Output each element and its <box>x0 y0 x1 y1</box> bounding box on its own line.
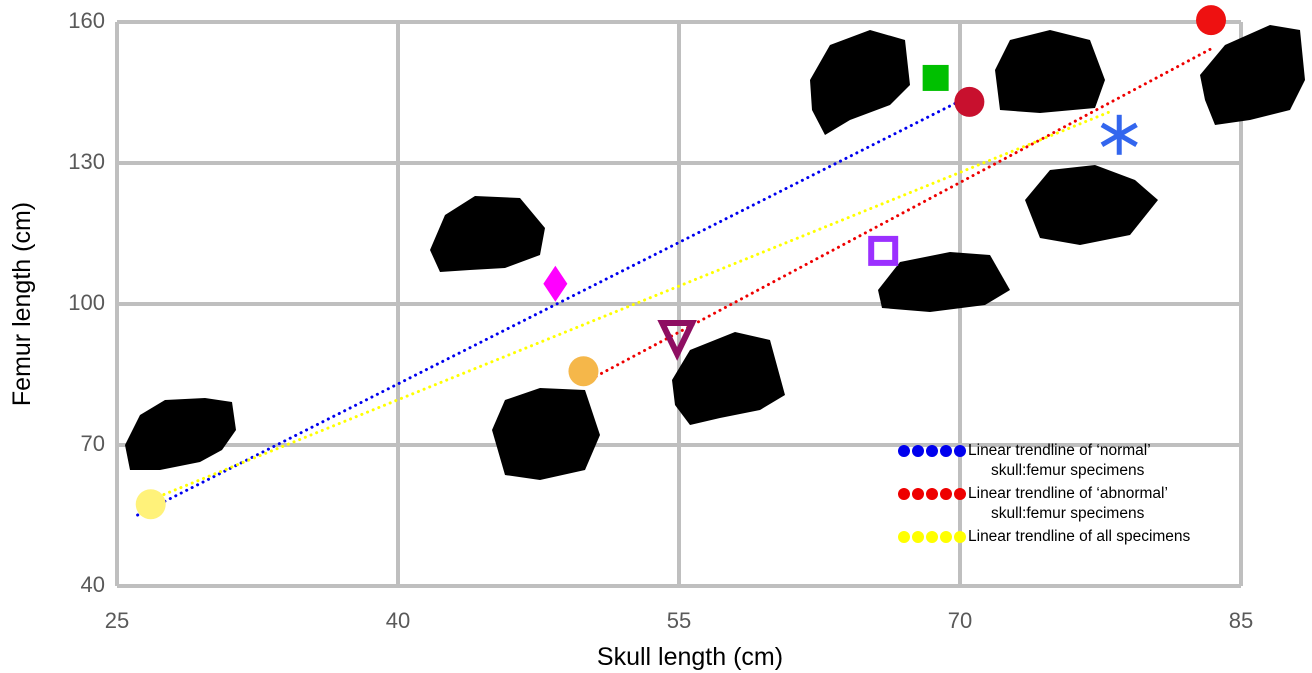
legend: Linear trendline of ‘normal’ skull:femur… <box>898 441 1228 591</box>
point-marker <box>1102 115 1137 155</box>
skull-silhouette <box>810 30 910 135</box>
legend-entry: Linear trendline of all specimens <box>898 527 1228 550</box>
x-tick-label: 40 <box>386 608 410 633</box>
x-tick-label: 85 <box>1229 608 1253 633</box>
chart: Skull length (cm) Femur length (cm) Line… <box>0 0 1312 673</box>
x-tick-label: 55 <box>667 608 691 633</box>
y-tick-label: 40 <box>81 572 105 597</box>
legend-swatch <box>898 445 966 457</box>
skull-silhouette <box>492 388 600 480</box>
skull-silhouette <box>995 30 1105 113</box>
point-marker <box>543 266 567 302</box>
point <box>543 266 567 302</box>
skull-silhouette <box>1200 25 1305 125</box>
skull-silhouette <box>430 196 545 272</box>
x-axis-label: Skull length (cm) <box>597 643 783 671</box>
point-marker <box>136 489 166 519</box>
skull-silhouette <box>672 332 785 425</box>
legend-swatch <box>898 531 966 543</box>
y-tick-label: 100 <box>68 290 105 315</box>
point <box>871 239 895 263</box>
point-marker <box>923 65 949 91</box>
y-tick-label: 70 <box>81 431 105 456</box>
legend-label: Linear trendline of ‘abnormal’ skull:fem… <box>968 484 1227 524</box>
x-tick-label: 25 <box>105 608 129 633</box>
point <box>954 87 984 117</box>
point <box>136 489 166 519</box>
x-tick-label: 70 <box>948 608 972 633</box>
legend-box: Linear trendline of ‘normal’ skull:femur… <box>898 441 1228 591</box>
skull-silhouette <box>125 398 236 470</box>
point-marker <box>871 239 895 263</box>
skull-silhouette <box>1025 165 1158 245</box>
point-marker <box>568 356 598 386</box>
legend-swatch <box>898 488 966 500</box>
point <box>568 356 598 386</box>
y-tick-label: 130 <box>68 149 105 174</box>
y-axis-label: Femur length (cm) <box>8 202 36 406</box>
legend-label: Linear trendline of all specimens <box>968 527 1227 547</box>
legend-entry: Linear trendline of ‘abnormal’ skull:fem… <box>898 484 1228 527</box>
point-marker <box>954 87 984 117</box>
point-marker <box>1196 5 1226 35</box>
point <box>1196 5 1226 35</box>
legend-label: Linear trendline of ‘normal’ skull:femur… <box>968 441 1227 481</box>
y-tick-label: 160 <box>68 8 105 33</box>
point <box>923 65 949 91</box>
legend-entry: Linear trendline of ‘normal’ skull:femur… <box>898 441 1228 484</box>
